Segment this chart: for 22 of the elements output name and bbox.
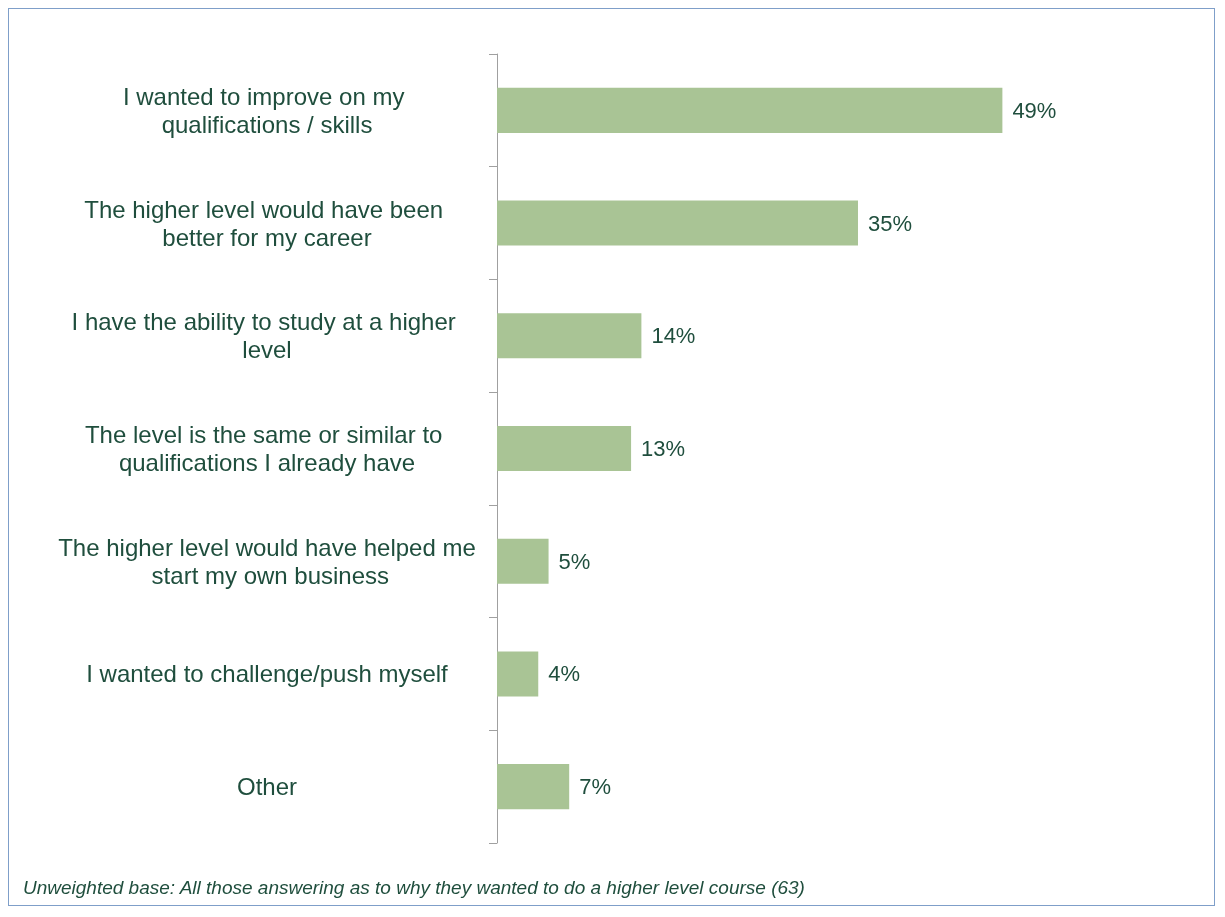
data-label: 13% [641,436,686,461]
data-label: 7% [579,774,611,800]
bar [497,313,642,359]
y-tick-label: I wanted to improve on my qualifications / skills [122,82,412,138]
y-tick-label: I have the ability to study at a higher level [71,308,463,364]
data-label: 5% [558,548,591,574]
y-tick-label: The level is the same or similar to qualifications I already have [84,421,450,476]
y-tick-label: The higher level would have been better for my career [84,195,450,251]
data-label: 49% [1012,97,1057,123]
bar [497,200,858,246]
bar [497,764,570,810]
y-tick-label: The higher level would have helped me start my own business [58,533,476,589]
data-label: 4% [548,661,581,687]
bar [497,87,1003,133]
text: Unweighted base: All those answering as to why they wanted to do a higher level course (63) [23,877,805,898]
bar [497,538,549,584]
data-label: 35% [867,210,913,236]
y-tick-label: Other [236,773,298,801]
bar [497,425,632,472]
bar [497,651,539,697]
y-tick-label: I wanted to challenge/push myself [86,660,449,688]
data-label: 14% [651,323,696,349]
